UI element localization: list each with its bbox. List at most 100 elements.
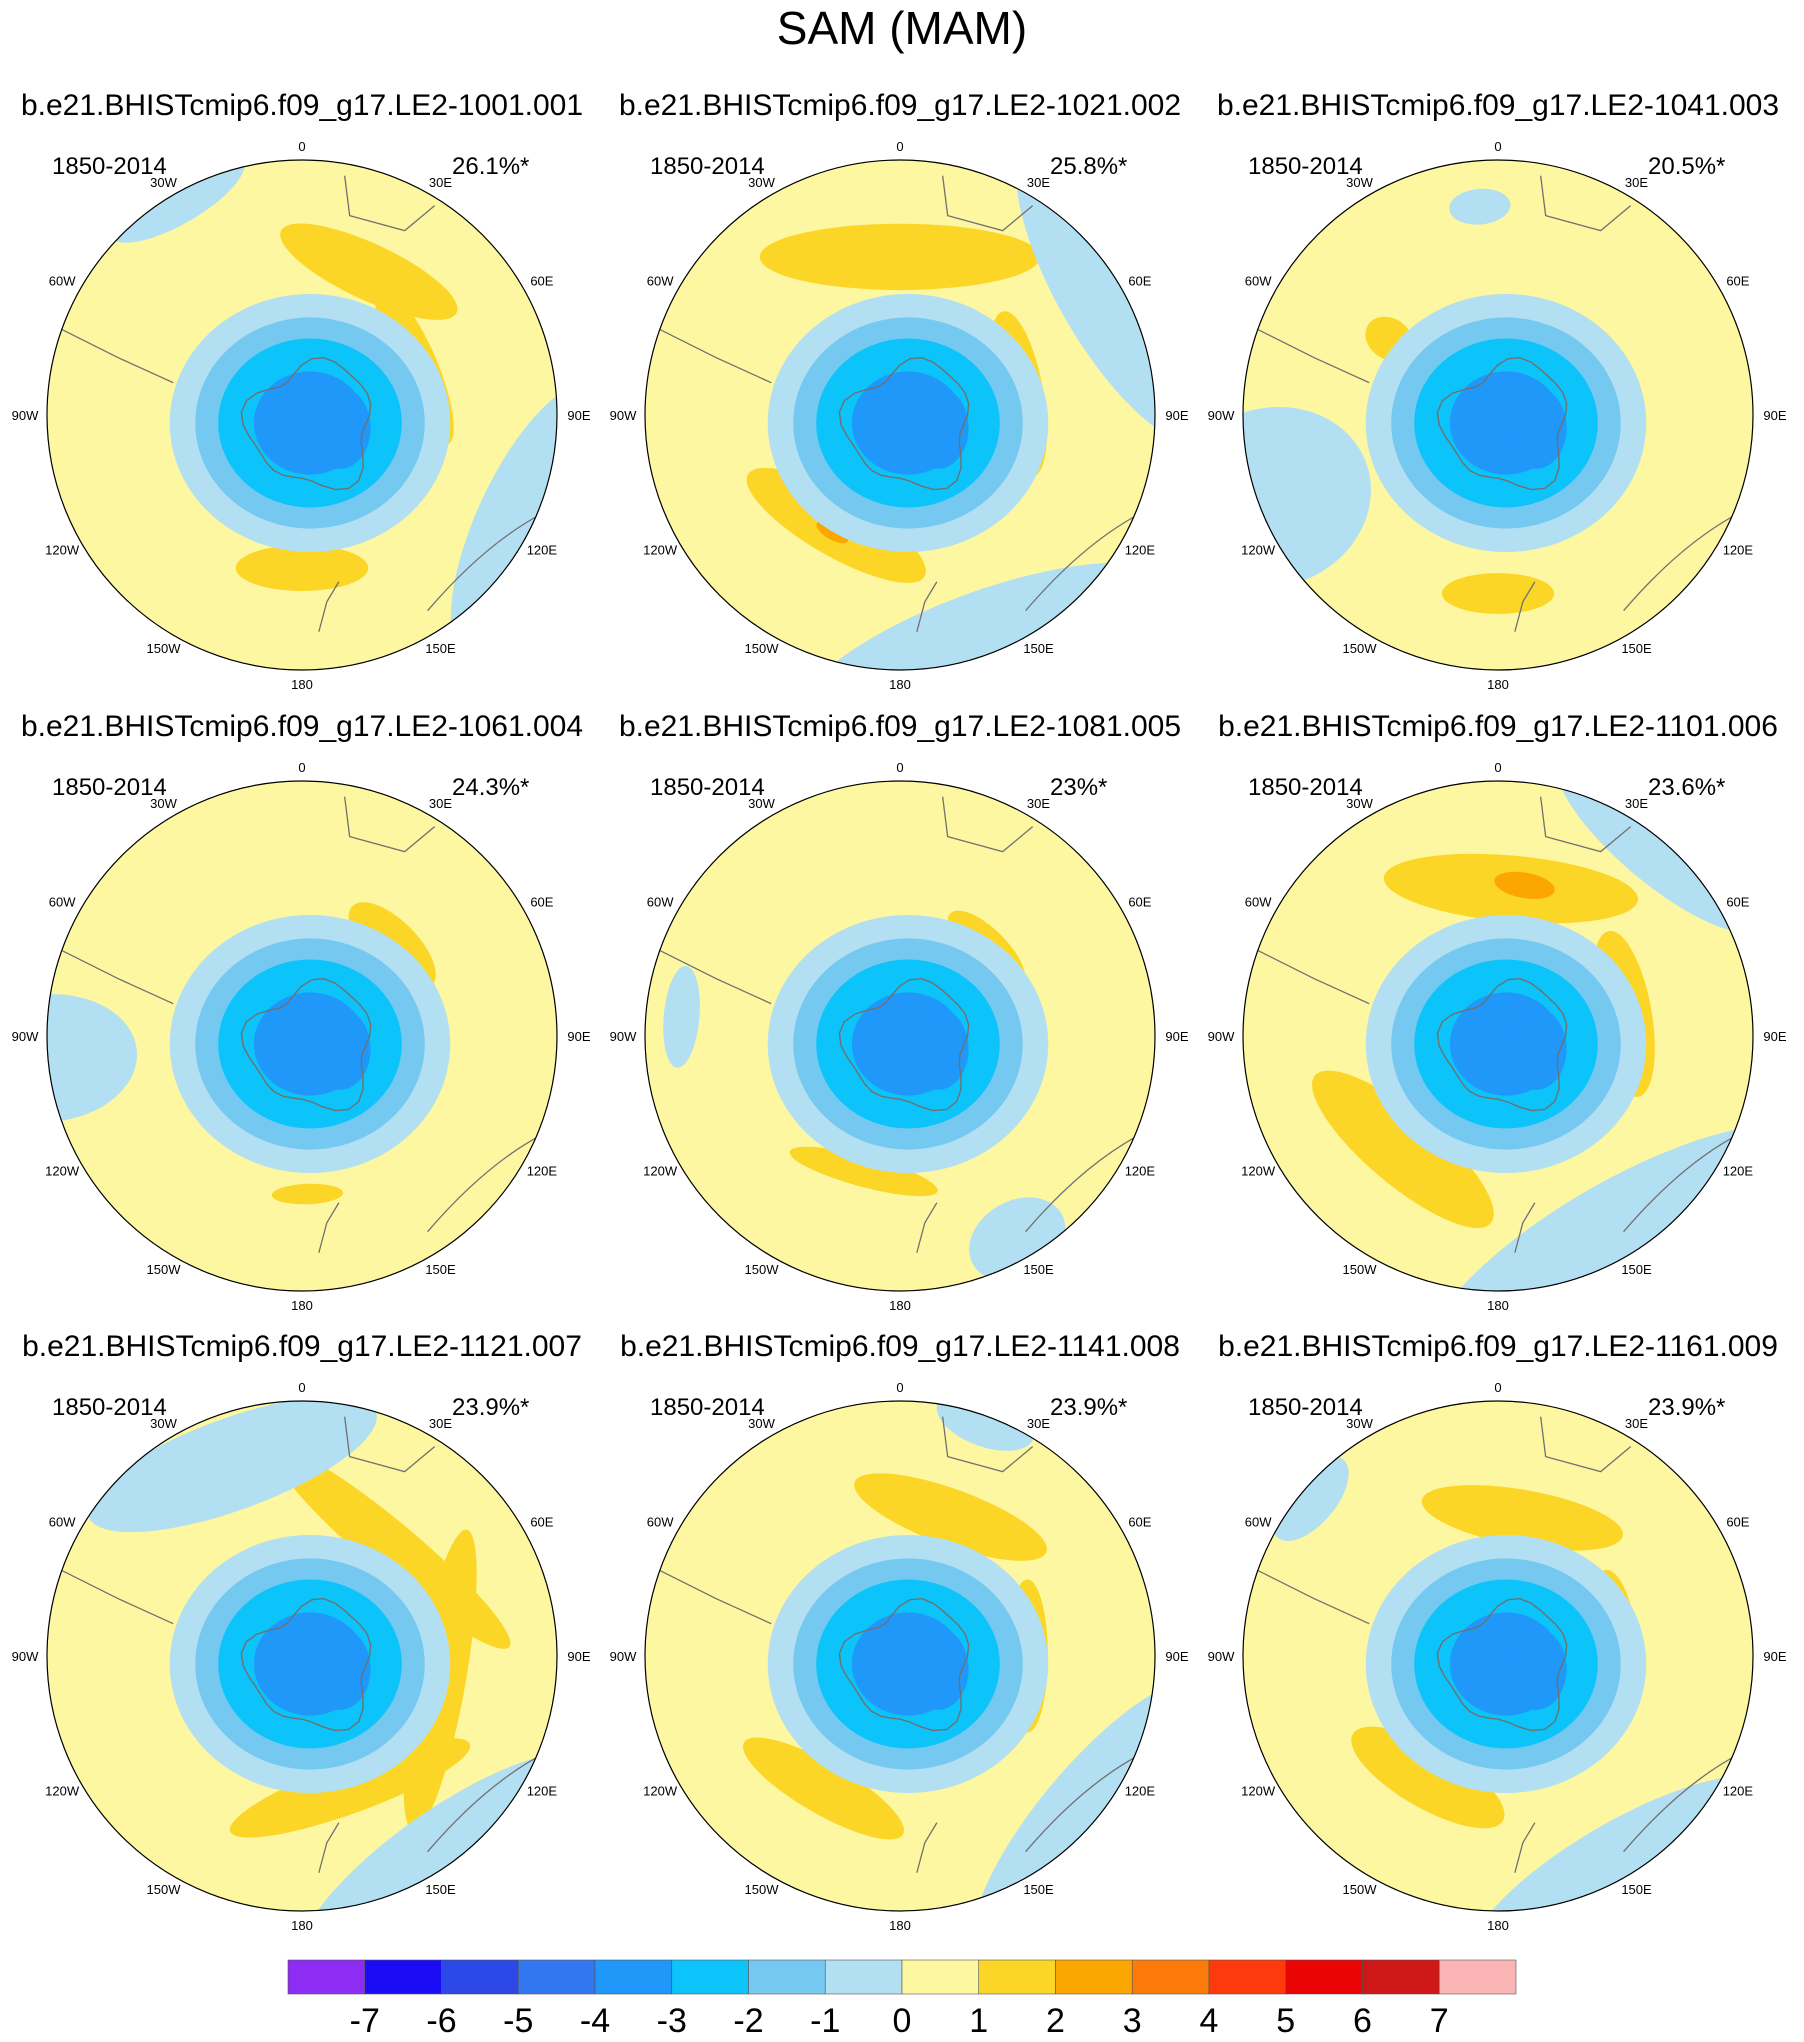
longitude-label: 150E [1023, 1882, 1054, 1897]
core-minimum [309, 1628, 371, 1710]
longitude-label: 60W [647, 274, 674, 289]
core-minimum [1505, 1628, 1567, 1710]
positive-anomaly [1312, 1070, 1494, 1228]
longitude-label: 90E [567, 1029, 590, 1044]
panel-run-title: b.e21.BHISTcmip6.f09_g17.LE2-1141.008 [620, 1330, 1180, 1363]
map-border [46, 1400, 558, 1912]
colorbar-tick-label: -1 [810, 2002, 840, 2040]
core-minimum [907, 387, 969, 469]
australia-coastline [1623, 510, 1744, 612]
panel-explained-variance: 26.1%* [452, 153, 529, 180]
longitude-label: 0 [298, 1380, 305, 1395]
positive-anomaly [759, 223, 1041, 291]
panel-explained-variance: 23%* [1050, 774, 1107, 801]
longitude-label: 150W [147, 641, 182, 656]
longitude-label: 150W [745, 1882, 780, 1897]
longitude-label: 60E [1726, 1515, 1749, 1530]
longitude-label: 30W [748, 796, 775, 811]
longitude-label: 90E [567, 408, 590, 423]
africa-coastline [344, 175, 436, 232]
positive-anomaly [229, 1738, 471, 1838]
new-zealand-coastline [318, 1822, 340, 1873]
africa-coastline [1540, 796, 1632, 853]
longitude-label: 180 [1487, 1298, 1509, 1313]
colorbar-bin [1055, 1959, 1133, 1995]
australia-coastline [427, 1751, 548, 1853]
longitude-label: 30W [748, 175, 775, 190]
longitude-label: 150E [1023, 641, 1054, 656]
longitude-label: 0 [1494, 139, 1501, 154]
longitude-label: 0 [896, 760, 903, 775]
positive-anomaly [1351, 1726, 1505, 1829]
colorbar-tick-label: -6 [426, 2002, 456, 2040]
longitude-label: 120W [45, 1784, 80, 1799]
longitude-label: 180 [1487, 677, 1509, 692]
longitude-label: 150E [425, 1262, 456, 1277]
colorbar-tick-label: -5 [503, 2002, 533, 2040]
longitude-label: 90E [1165, 1029, 1188, 1044]
longitude-label: 120E [1723, 543, 1754, 558]
longitude-label: 0 [1494, 1380, 1501, 1395]
colorbar-bin [671, 1959, 749, 1995]
longitude-label: 120E [527, 543, 558, 558]
core-minimum [1505, 387, 1567, 469]
longitude-label: 180 [889, 677, 911, 692]
longitude-label: 90E [1763, 1649, 1786, 1664]
positive-anomaly [1441, 573, 1555, 614]
panel-period: 1850-2014 [650, 153, 765, 180]
longitude-label: 180 [291, 1298, 313, 1313]
colorbar-tick-label: 5 [1276, 2002, 1295, 2040]
longitude-label: 60W [49, 895, 76, 910]
longitude-label: 30E [429, 175, 452, 190]
new-zealand-coastline [1514, 1822, 1536, 1873]
longitude-label: 90W [12, 1029, 39, 1044]
longitude-label: 30E [429, 796, 452, 811]
colorbar-bin [287, 1959, 366, 1995]
longitude-label: 150E [1621, 641, 1652, 656]
longitude-label: 150E [425, 1882, 456, 1897]
australia-coastline [1025, 510, 1146, 612]
colorbar-bin [441, 1959, 519, 1995]
longitude-label: 60E [530, 274, 553, 289]
longitude-label: 120W [1241, 1784, 1276, 1799]
longitude-label: 90W [1208, 1029, 1235, 1044]
positive-anomaly [789, 1146, 938, 1197]
panel-period: 1850-2014 [1248, 774, 1363, 801]
panel-period: 1850-2014 [52, 1394, 167, 1421]
map-border [644, 780, 1156, 1292]
panel-run-title: b.e21.BHISTcmip6.f09_g17.LE2-1041.003 [1217, 89, 1779, 122]
negative-anomaly [1449, 188, 1511, 225]
panel-run-title: b.e21.BHISTcmip6.f09_g17.LE2-1101.006 [1218, 710, 1778, 743]
colorbar-bin [364, 1959, 442, 1995]
longitude-label: 60E [1128, 895, 1151, 910]
longitude-label: 150W [745, 641, 780, 656]
panel-period: 1850-2014 [650, 774, 765, 801]
longitude-label: 90E [1763, 1029, 1786, 1044]
antarctica-coastline [240, 356, 372, 491]
map-border [46, 780, 558, 1292]
longitude-label: 90W [12, 1649, 39, 1664]
australia-coastline [1623, 1751, 1744, 1853]
antarctica-coastline [838, 356, 970, 491]
positive-anomaly [854, 1473, 1047, 1561]
longitude-label: 150W [1343, 641, 1378, 656]
africa-coastline [942, 796, 1034, 853]
colorbar-tick-label: 7 [1430, 2002, 1449, 2040]
longitude-label: 150E [1621, 1262, 1652, 1277]
longitude-label: 180 [1487, 1918, 1509, 1933]
colorbar-bin [748, 1959, 826, 1995]
colorbar-bin [1285, 1959, 1363, 1995]
panel-run-title: b.e21.BHISTcmip6.f09_g17.LE2-1021.002 [619, 89, 1181, 122]
longitude-label: 180 [291, 1918, 313, 1933]
new-zealand-coastline [318, 581, 340, 632]
africa-coastline [344, 796, 436, 853]
antarctica-coastline [838, 977, 970, 1112]
core-minimum [907, 1628, 969, 1710]
panel-explained-variance: 23.9%* [1050, 1394, 1127, 1421]
longitude-label: 30E [1027, 796, 1050, 811]
map-panel: b.e21.BHISTcmip6.f09_g17.LE2-1001.001 185… [12, 89, 591, 692]
longitude-label: 120E [527, 1164, 558, 1179]
map-border [46, 159, 558, 671]
colorbar-bin [1208, 1959, 1287, 1995]
